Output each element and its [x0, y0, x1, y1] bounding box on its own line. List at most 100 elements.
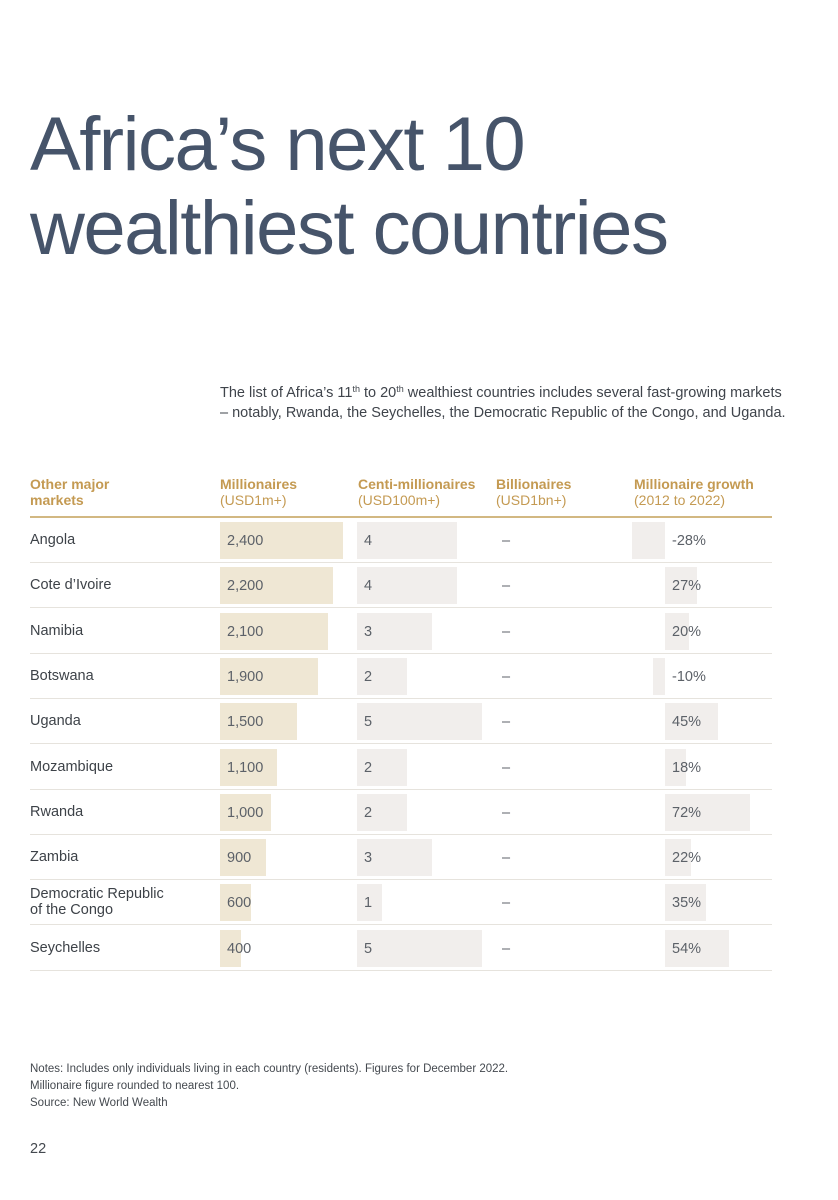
growth-value: 27% [672, 578, 702, 595]
intro-text-b: to 20 [359, 385, 397, 401]
market-name: Democratic Republic of the Congo [30, 886, 210, 918]
row-divider [30, 652, 772, 654]
millionaires-bar [220, 703, 298, 741]
table-row: Cote d’Ivoire 2,200 4 – 27% [30, 563, 772, 609]
centi-millionaires-bar [357, 884, 382, 922]
footnotes: Notes: Includes only individuals living … [30, 1061, 508, 1112]
growth-value: -28% [672, 533, 706, 549]
millionaires-value: 1,900 [227, 668, 264, 685]
millionaires-value: 400 [227, 940, 252, 957]
centi-millionaires-value: 5 [364, 940, 373, 957]
growth-bar [631, 522, 665, 559]
market-name: Cote d’Ivoire [30, 577, 112, 594]
header-billionaires-line1: Billionaires [496, 476, 572, 492]
growth-bar [665, 612, 689, 650]
header-markets: Other major markets [30, 476, 109, 508]
billionaires-value: – [502, 714, 511, 731]
market-name: Mozambique [30, 758, 114, 775]
table-row: Rwanda 1,000 2 – 72% [30, 790, 772, 835]
centi-millionaires-value: 3 [364, 850, 373, 867]
billionaires-value: – [502, 533, 511, 549]
market-name-line: of the Congo [30, 902, 114, 919]
centi-millionaires-bar [357, 522, 457, 559]
growth-value: 45% [672, 714, 702, 731]
market-name: Botswana [30, 667, 94, 684]
note-line: Millionaire figure rounded to nearest 10… [30, 1080, 240, 1092]
table-row: Botswana 1,900 2 – -10% [30, 654, 772, 699]
market-name: Uganda [30, 713, 81, 730]
centi-millionaires-bar [357, 612, 432, 650]
page-number: 22 [30, 1141, 47, 1157]
growth-bar [665, 748, 687, 786]
billionaires-value: – [502, 759, 511, 776]
centi-millionaires-value: 1 [364, 895, 373, 912]
row-divider [30, 743, 772, 745]
source-line: Source: New World Wealth [30, 1097, 168, 1109]
growth-bar [665, 567, 697, 605]
page-title: Africa’s next 10 wealthiest countries [30, 101, 810, 271]
millionaires-bar [220, 657, 318, 695]
centi-millionaires-value: 2 [364, 759, 373, 776]
table-row: Democratic Republic of the Congo 600 1 – 35% [30, 880, 772, 926]
header-millionaires-line2: (USD1m+) [220, 492, 287, 508]
market-name: Zambia [30, 849, 79, 866]
header-centi: Centi-millionaires (USD100m+) [358, 476, 475, 508]
table-row: Angola 2,400 4 – -28% [30, 518, 772, 563]
centi-millionaires-bar [357, 748, 407, 786]
header-growth: Millionaire growth (2012 to 2022) [634, 476, 754, 508]
row-divider [30, 833, 772, 835]
market-name-line: Democratic Republic [30, 886, 164, 903]
header-millionaires: Millionaires (USD1m+) [220, 476, 297, 508]
growth-value: 54% [672, 940, 702, 957]
centi-millionaires-bar [357, 793, 407, 831]
header-markets-line1: Other major [30, 476, 110, 492]
row-divider [30, 788, 772, 790]
row-divider [30, 607, 772, 609]
millionaires-value: 1,000 [227, 804, 264, 821]
billionaires-value: – [502, 804, 511, 821]
growth-value: 22% [672, 850, 702, 867]
intro-sup-1: th [352, 384, 360, 394]
growth-value: 35% [672, 895, 702, 912]
market-name: Namibia [30, 622, 84, 639]
millionaires-bar [220, 522, 344, 559]
centi-millionaires-value: 4 [364, 578, 373, 595]
millionaires-bar [220, 567, 333, 605]
table-row: Uganda 1,500 5 – 45% [30, 699, 772, 745]
growth-bar [665, 839, 691, 877]
growth-bar [665, 884, 707, 922]
billionaires-value: – [502, 850, 511, 867]
table-row: Namibia 2,100 3 – 20% [30, 609, 772, 654]
billionaires-value: – [502, 623, 511, 640]
growth-bar [665, 703, 719, 741]
growth-bar [665, 793, 750, 831]
growth-value: 72% [672, 804, 702, 821]
row-divider [30, 924, 772, 926]
title-line-1: Africa’s next 10 [30, 101, 526, 187]
millionaires-value: 1,100 [227, 759, 264, 776]
millionaires-bar [220, 884, 251, 922]
growth-bar [653, 657, 665, 695]
centi-millionaires-bar [357, 657, 407, 695]
millionaires-value: 2,100 [227, 623, 264, 640]
table-row: Mozambique 1,100 2 – 18% [30, 745, 772, 790]
table-row: Zambia 900 3 – 22% [30, 835, 772, 881]
note-line: Notes: Includes only individuals living … [30, 1063, 509, 1075]
centi-millionaires-bar [357, 929, 482, 967]
intro-text-a: The list of Africa’s 11 [220, 385, 353, 401]
row-divider [30, 562, 772, 563]
market-name: Angola [30, 532, 76, 548]
header-growth-line2: (2012 to 2022) [634, 492, 726, 508]
market-name: Rwanda [30, 803, 84, 820]
centi-millionaires-value: 5 [364, 714, 373, 731]
centi-millionaires-bar [357, 839, 432, 877]
centi-millionaires-value: 3 [364, 623, 373, 640]
millionaires-value: 1,500 [227, 714, 264, 731]
growth-value: 18% [672, 759, 702, 776]
millionaires-value: 2,400 [227, 533, 264, 549]
billionaires-value: – [502, 668, 511, 685]
centi-millionaires-bar [357, 567, 457, 605]
millionaires-value: 900 [227, 850, 252, 867]
millionaires-bar [220, 793, 272, 831]
intro-text-c: wealthiest countries includes several fa… [220, 385, 786, 421]
